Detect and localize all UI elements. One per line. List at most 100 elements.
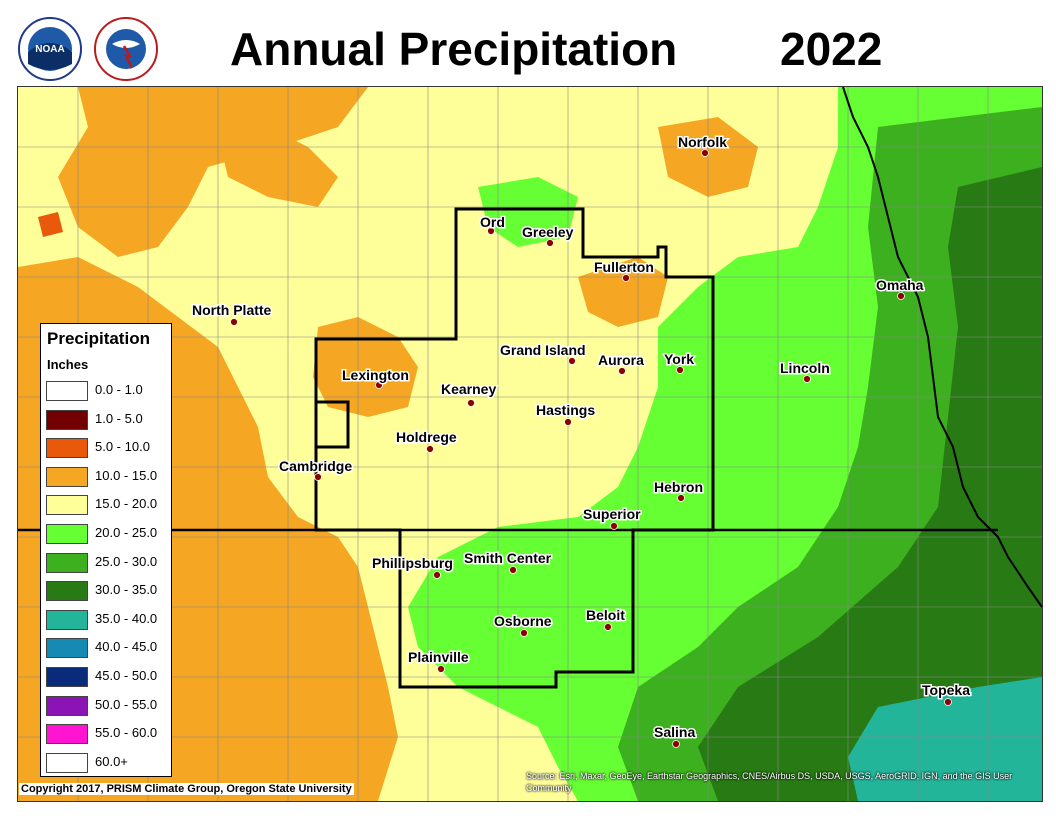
precip-zone-20-25-ord	[478, 177, 578, 247]
precip-zone-10-15-fullerton	[578, 257, 668, 327]
city-osborne: Osborne	[493, 612, 553, 637]
city-hastings: Hastings	[535, 401, 597, 426]
legend-label: 55.0 - 60.0	[95, 725, 158, 741]
legend-swatch	[46, 524, 88, 544]
legend-label: 20.0 - 25.0	[95, 525, 158, 540]
legend-swatch	[46, 381, 88, 401]
legend-label: 40.0 - 45.0	[95, 639, 158, 655]
legend-label: 30.0 - 35.0	[95, 582, 158, 598]
city-label-plainville: Plainville	[408, 649, 469, 665]
city-label-smith-center: Smith Center	[464, 550, 552, 566]
noaa-logo: NOAA	[18, 17, 82, 81]
city-ord: Ord	[479, 213, 506, 235]
city-label-fullerton: Fullerton	[594, 259, 654, 275]
city-greeley: Greeley	[521, 223, 575, 247]
legend-item: 45.0 - 50.0	[45, 666, 167, 688]
city-label-beloit: Beloit	[586, 607, 625, 623]
city-label-lexington: Lexington	[342, 367, 409, 383]
precipitation-map: Norfolk Ord Greeley Fullerton Omaha Nort…	[17, 86, 1043, 802]
city-label-kearney: Kearney	[441, 381, 496, 397]
city-north-platte: North Platte	[191, 301, 273, 326]
city-label-north-platte: North Platte	[192, 302, 272, 318]
legend-item: 35.0 - 40.0	[45, 609, 167, 631]
city-cambridge: Cambridge	[278, 457, 354, 481]
legend-item: 15.0 - 20.0	[45, 494, 167, 516]
city-topeka: Topeka	[921, 681, 972, 706]
city-hebron: Hebron	[653, 478, 705, 502]
city-label-york: York	[664, 351, 694, 367]
legend-item: 50.0 - 55.0	[45, 695, 167, 717]
map-year: 2022	[780, 23, 883, 75]
legend-label: 50.0 - 55.0	[95, 696, 158, 712]
precip-zone-10-15-central	[313, 317, 418, 417]
city-kearney: Kearney	[440, 380, 498, 407]
legend-item: 1.0 - 5.0	[45, 409, 167, 431]
basemap-source-attribution: Source: Esri, Maxar, GeoEye, Earthstar G…	[526, 771, 1013, 793]
legend-label: 25.0 - 30.0	[95, 553, 158, 569]
legend-item: 20.0 - 25.0	[45, 523, 167, 545]
legend-label: 45.0 - 50.0	[95, 668, 158, 683]
legend-swatch	[46, 581, 88, 602]
legend-label: 1.0 - 5.0	[95, 410, 143, 426]
legend-item: 55.0 - 60.0	[45, 723, 167, 745]
legend-item: 60.0+	[45, 752, 167, 774]
missouri-river	[842, 87, 1042, 608]
copyright-notice: Copyright 2017, PRISM Climate Group, Ore…	[19, 783, 354, 795]
legend-swatch	[46, 724, 88, 745]
precipitation-legend: Precipitation Inches 0.0 - 1.0 1.0 - 5.0 5…	[40, 323, 172, 777]
precip-zone-30-35	[698, 167, 1042, 801]
city-lincoln: Lincoln	[779, 359, 831, 383]
county-boundaries	[18, 87, 1042, 801]
city-label-phillipsburg: Phillipsburg	[372, 555, 453, 571]
city-markers: Norfolk Ord Greeley Fullerton Omaha Nort…	[191, 133, 972, 748]
city-label-hebron: Hebron	[654, 479, 703, 495]
legend-label: 15.0 - 20.0	[95, 496, 158, 512]
legend-swatch	[46, 695, 88, 716]
legend-swatch	[46, 667, 88, 687]
precip-zone-5-10-spot	[38, 212, 63, 237]
city-salina: Salina	[653, 723, 697, 748]
svg-text:NOAA: NOAA	[35, 44, 64, 55]
city-phillipsburg: Phillipsburg	[371, 554, 454, 579]
city-label-lincoln: Lincoln	[780, 360, 830, 376]
city-label-salina: Salina	[654, 724, 695, 740]
legend-label: 60.0+	[95, 753, 128, 769]
city-holdrege: Holdrege	[395, 428, 458, 453]
legend-swatch	[46, 495, 88, 516]
city-label-aurora: Aurora	[598, 352, 644, 368]
city-norfolk: Norfolk	[677, 133, 729, 157]
city-label-omaha: Omaha	[876, 277, 924, 293]
legend-item: 10.0 - 15.0	[45, 466, 167, 488]
legend-label: 35.0 - 40.0	[95, 610, 158, 626]
legend-label: 5.0 - 10.0	[95, 439, 150, 455]
city-smith-center: Smith Center	[463, 549, 553, 574]
city-lexington: Lexington	[341, 366, 410, 389]
city-label-holdrege: Holdrege	[396, 429, 457, 445]
legend-item: 30.0 - 35.0	[45, 580, 167, 602]
legend-item: 5.0 - 10.0	[45, 437, 167, 459]
city-beloit: Beloit	[585, 606, 627, 631]
legend-label: 0.0 - 1.0	[95, 382, 143, 397]
precip-zone-10-15-west	[18, 87, 368, 257]
city-label-norfolk: Norfolk	[678, 134, 727, 150]
city-label-superior: Superior	[583, 506, 641, 522]
forecast-area-inner-line	[316, 400, 350, 449]
map-title: Annual Precipitation	[230, 23, 678, 75]
city-omaha: Omaha	[875, 276, 925, 300]
city-york: York	[663, 350, 696, 374]
city-label-cambridge: Cambridge	[279, 458, 352, 474]
legend-units: Inches	[47, 357, 89, 372]
legend-title: Precipitation	[47, 329, 150, 348]
legend-item: 25.0 - 30.0	[45, 552, 167, 574]
city-plainville: Plainville	[407, 648, 470, 673]
precip-zone-35-40	[848, 677, 1042, 801]
agency-logos: NOAA	[18, 17, 158, 81]
city-superior: Superior	[582, 505, 643, 530]
city-label-ord: Ord	[480, 214, 505, 230]
city-fullerton: Fullerton	[593, 258, 655, 282]
city-grand-island: Grand Island	[499, 341, 587, 365]
city-label-osborne: Osborne	[494, 613, 552, 629]
legend-swatch	[46, 438, 88, 459]
legend-item: 40.0 - 45.0	[45, 637, 167, 659]
city-label-hastings: Hastings	[536, 402, 595, 418]
